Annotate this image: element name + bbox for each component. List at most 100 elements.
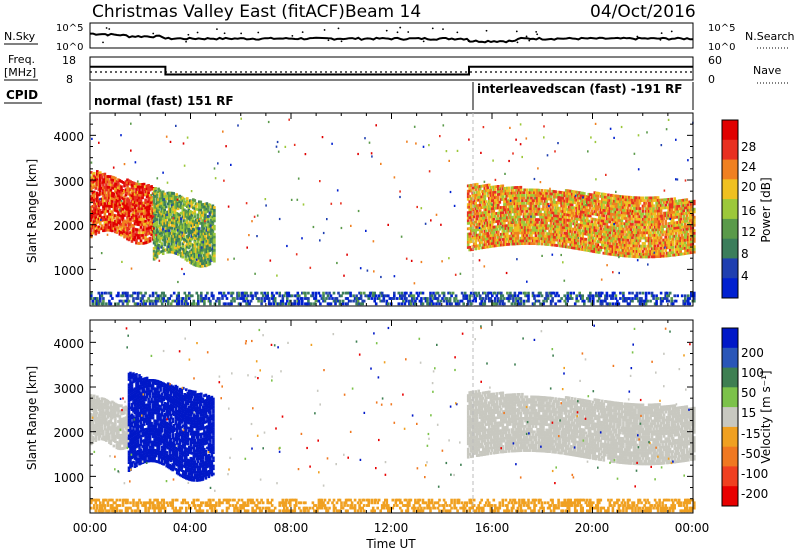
heatmap-cell [123, 200, 126, 204]
heatmap-cell [539, 196, 542, 200]
noise-point [660, 32, 663, 35]
heatmap-cell [112, 205, 116, 209]
heatmap-cell [103, 215, 107, 219]
heatmap-cell [682, 244, 685, 248]
heatmap-cell [147, 186, 150, 190]
heatmap-cell [682, 198, 685, 202]
heatmap-cell [608, 252, 612, 256]
heatmap-cell [682, 241, 685, 245]
heatmap-cell [551, 211, 554, 215]
heatmap-cell [596, 199, 600, 203]
heatmap-cell [647, 234, 651, 237]
heatmap-cell [581, 213, 584, 217]
heatmap-cell [545, 216, 548, 219]
heatmap-cell [488, 202, 491, 206]
heatmap-cell [557, 201, 560, 205]
heatmap-cell [155, 228, 159, 232]
heatmap-cell [509, 224, 512, 227]
heatmap-cell [579, 242, 583, 246]
heatmap-cell [158, 189, 162, 193]
heatmap-cell [558, 201, 562, 205]
heatmap-cell [652, 217, 655, 221]
heatmap-cell [659, 228, 663, 231]
heatmap-cell [637, 212, 640, 216]
heatmap-cell [186, 240, 189, 243]
heatmap-cell [478, 244, 482, 247]
noise-point [536, 33, 539, 36]
heatmap-cell [100, 227, 104, 230]
heatmap-cell [105, 210, 108, 213]
heatmap-cell [537, 218, 541, 222]
heatmap-cell [676, 223, 679, 227]
heatmap-cell [611, 226, 615, 230]
noise-point [301, 31, 304, 34]
heatmap-cell [510, 197, 514, 200]
heatmap-cell [114, 206, 117, 210]
heatmap-cell [207, 257, 210, 261]
heatmap-cell [293, 294, 297, 298]
heatmap-cell [507, 194, 511, 198]
heatmap-cell [503, 192, 506, 196]
heatmap-cell [610, 204, 613, 208]
heatmap-cell [167, 221, 171, 224]
heatmap-cell [581, 205, 584, 208]
heatmap-cell [477, 238, 480, 242]
heatmap-cell [655, 249, 658, 253]
heatmap-cell [120, 206, 123, 210]
heatmap-cell [527, 207, 530, 211]
heatmap-cell [557, 230, 560, 234]
heatmap-cell [679, 250, 682, 253]
heatmap-cell [665, 238, 669, 242]
heatmap-cell [114, 200, 117, 204]
heatmap-cell [583, 192, 586, 195]
heatmap-cell [482, 232, 485, 236]
heatmap-cell [623, 217, 627, 220]
heatmap-cell [169, 221, 172, 224]
heatmap-cell [531, 223, 535, 227]
heatmap-cell [592, 228, 595, 232]
heatmap-cell [557, 212, 560, 215]
heatmap-cell [528, 191, 532, 194]
heatmap-cell [163, 208, 166, 212]
heatmap-cell [210, 205, 213, 209]
heatmap-cell [524, 239, 527, 243]
heatmap-cell [515, 199, 518, 203]
heatmap-cell [560, 193, 563, 197]
heatmap-cell [625, 203, 628, 207]
heatmap-cell [567, 211, 571, 214]
heatmap-cell [261, 294, 265, 298]
noise-point [442, 28, 444, 31]
heatmap-cell [595, 207, 598, 211]
heatmap-cell [649, 212, 652, 216]
heatmap-cell [543, 216, 547, 219]
heatmap-cell [172, 208, 175, 211]
heatmap-cell [164, 235, 168, 238]
heatmap-cell [649, 199, 652, 202]
heatmap-cell [525, 220, 529, 224]
heatmap-cell [579, 231, 583, 235]
heatmap-cell [157, 294, 161, 298]
heatmap-cell [662, 230, 666, 234]
heatmap-cell [109, 223, 113, 227]
heatmap-cell [135, 182, 138, 186]
heatmap-cell [103, 188, 107, 192]
heatmap-cell [141, 191, 144, 194]
heatmap-cell [682, 201, 685, 205]
heatmap-cell [607, 193, 610, 197]
heatmap-cell [112, 224, 116, 228]
heatmap-cell [471, 194, 474, 198]
heatmap-cell [139, 291, 143, 295]
heatmap-cell [175, 241, 178, 245]
heatmap-cell [611, 242, 615, 246]
heatmap-cell [519, 226, 523, 229]
heatmap-cell [145, 240, 149, 244]
heatmap-cell [623, 200, 627, 204]
heatmap-cell [105, 180, 108, 184]
heatmap-cell [540, 199, 544, 203]
heatmap-cell [530, 191, 533, 194]
heatmap-cell [561, 210, 565, 213]
heatmap-cell [590, 225, 594, 229]
heatmap-cell [638, 244, 642, 248]
heatmap-cell [295, 294, 298, 298]
heatmap-cell [607, 239, 610, 242]
